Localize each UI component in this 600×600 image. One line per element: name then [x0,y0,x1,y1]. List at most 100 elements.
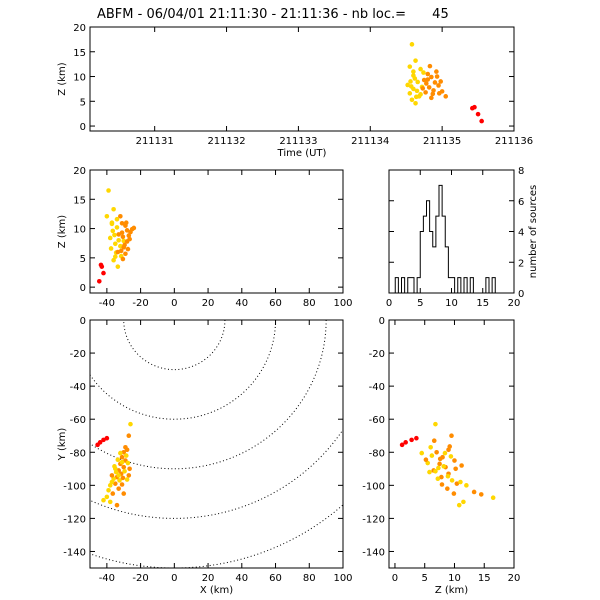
source-point [116,237,121,243]
source-point [118,213,123,219]
source-point [120,256,126,262]
x-tick-label: 0 [171,573,177,584]
x-tick-label: 0 [392,573,398,584]
y-tick-label: 20 [73,23,86,34]
x-tick-label: 10 [445,298,458,309]
source-point [438,79,443,84]
source-point [436,465,441,471]
source-point [411,86,416,92]
source-point [409,437,414,443]
source-point [101,497,106,503]
source-point [106,188,111,193]
source-point [126,473,132,478]
source-point [413,100,418,106]
source-point [424,81,429,86]
x-tick-label: 0 [386,298,392,309]
source-point [428,445,433,450]
source-point [453,466,458,472]
source-point [123,251,128,257]
source-point [111,206,116,212]
source-point [113,241,118,247]
source-point [104,494,110,500]
source-point [107,499,113,505]
x-tick-label: 10 [448,573,461,584]
x-tick-label: 100 [333,573,352,584]
source-point [117,478,122,483]
y-tick-label: -80 [70,448,86,459]
y-tick-label: 5 [80,97,86,108]
plot-frame [89,26,515,132]
source-point [120,475,126,481]
source-point [104,213,110,219]
y-tick-label: 0 [80,283,86,294]
source-point [434,74,440,79]
source-point [433,468,438,474]
y-tick-label: -60 [70,415,86,426]
x-tick-label: 20 [202,573,215,584]
y-tick-label: -140 [362,547,385,558]
source-point [121,491,127,496]
source-point [121,464,127,470]
y-tick-label: 0 [379,316,385,327]
source-point [409,97,415,103]
x-tick-label: 40 [235,573,248,584]
source-point [110,228,116,234]
source-point [431,88,436,93]
y-tick-label: 0 [80,316,86,327]
x-tick-label: 211133 [279,136,317,147]
source-point [418,66,423,72]
source-point [409,42,415,47]
source-point [119,482,125,487]
source-point [127,466,132,472]
source-point [413,58,418,63]
source-point [131,225,137,231]
x-tick-label: 100 [333,298,352,309]
source-point [114,216,120,222]
source-point [124,477,130,482]
data-points [96,188,137,284]
source-point [111,257,116,263]
source-point [435,476,441,482]
plot-frame [89,169,344,294]
source-point [116,473,121,478]
source-point [114,502,120,508]
source-point [430,91,436,97]
source-point [107,235,113,241]
source-point [126,433,132,439]
source-point [420,86,426,91]
source-point [437,456,443,462]
x-tick-label: 211134 [351,136,389,147]
source-point [114,225,120,230]
source-point [443,94,449,99]
source-point [447,444,453,449]
y-tick-label: 8 [518,166,524,177]
source-point [479,118,484,124]
source-point [123,220,129,226]
y-tick-label: 10 [73,73,86,84]
source-point [475,111,481,117]
source-point [126,233,132,238]
x-tick-label: 5 [417,298,423,309]
x-tick-label: 211135 [423,136,461,147]
source-point [411,69,416,74]
y-tick-label: 0 [518,289,524,300]
y-tick-label: -80 [369,448,385,459]
source-point [121,245,127,250]
source-point [118,450,123,456]
source-point [107,483,113,488]
source-point [423,457,429,463]
source-point [120,234,126,240]
source-point [449,433,454,439]
source-point [411,73,416,78]
y-tick-label: 0 [80,122,86,133]
data-points [399,421,496,508]
plan-view-panel: -40 -20 0 20 40 60 80 100 0 -20 -40 -60 -80 -100 -120 -… [57,316,353,596]
source-point [101,270,106,276]
x-tick-label: 60 [269,298,282,309]
source-point [408,79,413,84]
source-count: 45 [432,7,449,22]
source-point [109,473,115,478]
source-point [471,489,477,495]
x-tick-label: 5 [422,573,428,584]
